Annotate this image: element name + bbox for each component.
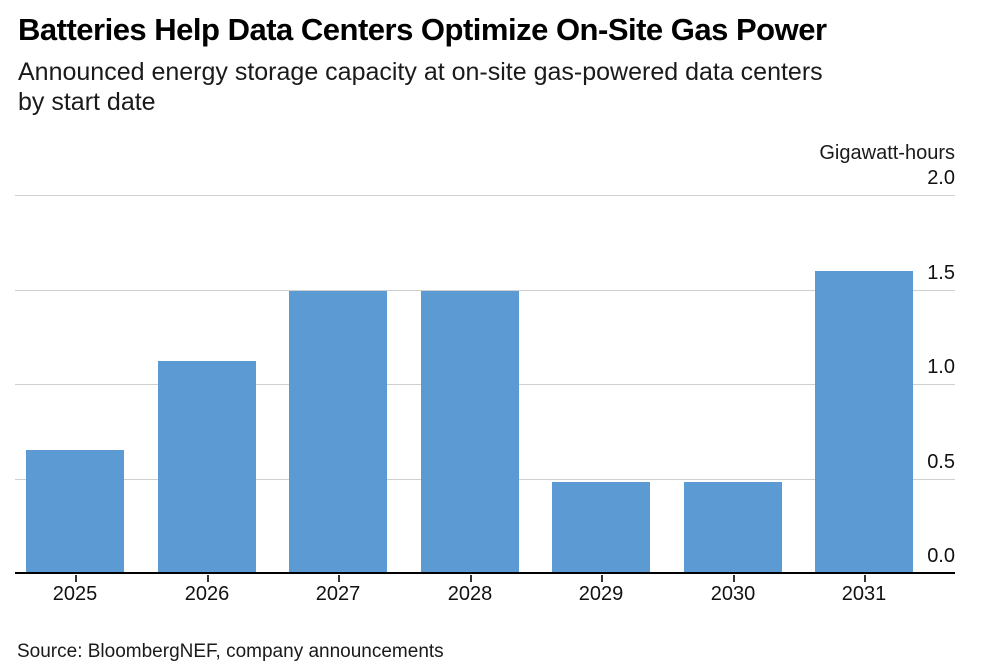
x-axis-line	[15, 572, 955, 574]
x-tick-label-2026: 2026	[184, 583, 230, 605]
x-tick-label-2029: 2029	[578, 583, 624, 605]
chart-title: Batteries Help Data Centers Optimize On-…	[18, 12, 827, 47]
bar-2027	[289, 291, 387, 573]
bar-2029	[552, 482, 650, 573]
x-tick-mark-2028	[470, 575, 472, 582]
y-tick-label-0.5: 0.5	[927, 451, 955, 473]
y-tick-label-0.0: 0.0	[927, 545, 955, 567]
x-tick-mark-2026	[207, 575, 209, 582]
x-tick-label-2025: 2025	[52, 583, 98, 605]
x-tick-label-2028: 2028	[447, 583, 493, 605]
bar-2025	[26, 450, 124, 573]
y-gridline-1.5	[15, 290, 955, 291]
chart-subtitle: Announced energy storage capacity at on-…	[18, 57, 823, 117]
source-note: Source: BloombergNEF, company announceme…	[17, 641, 444, 662]
x-tick-mark-2027	[338, 575, 340, 582]
x-tick-label-2031: 2031	[841, 583, 887, 605]
y-tick-label-1.5: 1.5	[927, 262, 955, 284]
bar-2026	[158, 361, 256, 573]
x-tick-label-2030: 2030	[710, 583, 756, 605]
x-tick-mark-2025	[75, 575, 77, 582]
y-gridline-2.0	[15, 195, 955, 196]
x-tick-mark-2030	[733, 575, 735, 582]
chart-subtitle-line-1: Announced energy storage capacity at on-…	[18, 58, 823, 86]
y-axis-unit-label: Gigawatt-hours	[819, 142, 955, 164]
x-tick-mark-2031	[864, 575, 866, 582]
y-tick-label-1.0: 1.0	[927, 356, 955, 378]
x-tick-mark-2029	[601, 575, 603, 582]
y-tick-label-2.0: 2.0	[927, 167, 955, 189]
chart-subtitle-line-2: by start date	[18, 88, 156, 116]
bar-2031	[815, 271, 913, 573]
bar-2030	[684, 482, 782, 573]
x-tick-label-2027: 2027	[315, 583, 361, 605]
bar-2028	[421, 291, 519, 573]
